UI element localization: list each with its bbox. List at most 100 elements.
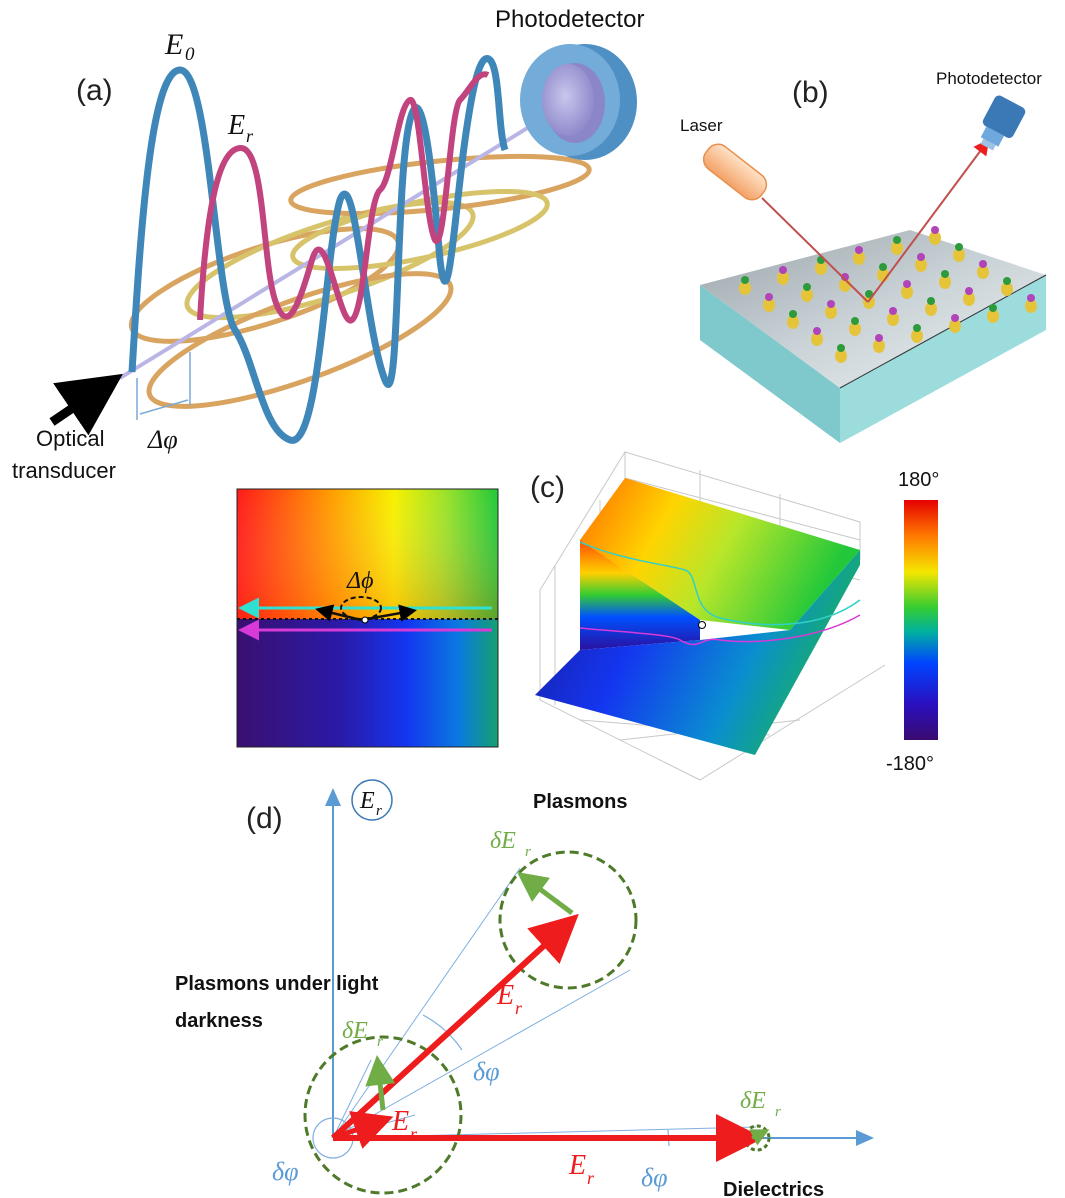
plasmons-label: Plasmons bbox=[533, 791, 627, 813]
delta-phi-label-plasmons: δφ bbox=[473, 1057, 499, 1086]
nanoparticle-cap bbox=[875, 334, 883, 342]
panel-d bbox=[303, 779, 874, 1195]
nanoparticle bbox=[963, 292, 975, 306]
nanoparticle-cap bbox=[803, 283, 811, 291]
er-label-dielectrics: E bbox=[568, 1150, 586, 1181]
delta-phi-c-label: Δϕ bbox=[346, 568, 374, 594]
nanoparticle bbox=[811, 332, 823, 346]
er-label-darkness: E bbox=[391, 1106, 409, 1137]
photodetector-b-icon bbox=[980, 95, 1026, 151]
nanoparticle-cap bbox=[979, 260, 987, 268]
photodetector-a-icon bbox=[520, 44, 637, 160]
nanoparticle-cap bbox=[865, 290, 873, 298]
panel-b bbox=[700, 95, 1047, 443]
transducer-label-line1: Optical bbox=[36, 426, 104, 451]
delta-phi-bracket bbox=[136, 352, 191, 420]
er-subscript-a: r bbox=[246, 126, 254, 146]
nanoparticle-cap bbox=[789, 310, 797, 318]
nanoparticle-cap bbox=[913, 324, 921, 332]
nanoparticle bbox=[815, 261, 827, 275]
delta-phi-label-origin: δφ bbox=[272, 1157, 298, 1186]
panel-b-tag: (b) bbox=[792, 76, 829, 109]
nanoparticle-array bbox=[739, 226, 1037, 363]
reflected-beam bbox=[867, 138, 990, 303]
er-label-a: E bbox=[227, 110, 245, 141]
delta-er-label-plasmons: δE bbox=[490, 828, 516, 854]
delta-er-sub-dielectrics: r bbox=[775, 1104, 781, 1120]
photodetector-b-label: Photodetector bbox=[936, 69, 1042, 88]
panel-a bbox=[49, 44, 637, 444]
e0-label: E bbox=[164, 28, 183, 61]
nanoparticle-cap bbox=[1003, 277, 1011, 285]
nanoparticle-cap bbox=[941, 270, 949, 278]
delta-phi-a-label: Δφ bbox=[147, 425, 178, 454]
nanoparticle-cap bbox=[931, 226, 939, 234]
nanoparticle-cap bbox=[827, 300, 835, 308]
horizontal-wave-rings bbox=[128, 153, 592, 409]
nanoparticle bbox=[739, 281, 751, 295]
darkness-label-line2: darkness bbox=[175, 1010, 263, 1032]
panel-a-tag: (a) bbox=[76, 74, 113, 107]
e0-subscript: 0 bbox=[185, 44, 195, 65]
nanoparticle bbox=[787, 315, 799, 329]
nanoparticle-cap bbox=[951, 314, 959, 322]
nanoparticle bbox=[929, 231, 941, 245]
nanoparticle bbox=[1025, 299, 1037, 313]
nanoparticle bbox=[939, 275, 951, 289]
cyan-surface-curve bbox=[579, 541, 861, 626]
delta-er-sub-darkness: r bbox=[377, 1034, 383, 1050]
nanoparticle-cap bbox=[903, 280, 911, 288]
phase-colorbar bbox=[904, 500, 938, 740]
nanoparticle-cap bbox=[779, 266, 787, 274]
nanoparticle bbox=[825, 305, 837, 319]
nanoparticle-cap bbox=[889, 307, 897, 315]
nanoparticle bbox=[925, 302, 937, 316]
panel-c-3d-surface bbox=[535, 451, 886, 781]
nanoparticle bbox=[891, 241, 903, 255]
nanoparticle bbox=[849, 322, 861, 336]
panel-c-2d-map bbox=[236, 488, 499, 748]
delta-phi-label-dielectrics: δφ bbox=[641, 1163, 667, 1192]
nanoparticle bbox=[777, 271, 789, 285]
er-label-plasmons: E bbox=[496, 980, 514, 1011]
nanoparticle bbox=[953, 248, 965, 262]
nanoparticle bbox=[763, 298, 775, 312]
magenta-surface-curve bbox=[579, 614, 861, 646]
e0-wave bbox=[128, 54, 509, 444]
panel-d-tag: (d) bbox=[246, 802, 283, 835]
nanoparticle bbox=[911, 329, 923, 343]
transducer-arrow bbox=[49, 373, 123, 436]
darkness-circle bbox=[303, 1035, 463, 1195]
nanoparticle-cap bbox=[813, 327, 821, 335]
er-arrow-plasmons bbox=[330, 913, 579, 1141]
delta-er-label-darkness: δE bbox=[342, 1018, 368, 1044]
nanoparticle-cap bbox=[955, 243, 963, 251]
transducer-label-line2: transducer bbox=[12, 458, 116, 483]
er-sub-dielectrics: r bbox=[587, 1168, 595, 1188]
nanoparticle-cap bbox=[841, 273, 849, 281]
nanoparticle-cap bbox=[893, 236, 901, 244]
delta-er-arrow-darkness bbox=[365, 1055, 396, 1111]
er-sub-plasmons: r bbox=[515, 998, 523, 1018]
panel-c-tag: (c) bbox=[530, 471, 565, 504]
nanoparticle bbox=[801, 288, 813, 302]
nanoparticle bbox=[887, 312, 899, 326]
colorbar-max-label: 180° bbox=[898, 469, 939, 491]
delta-er-sub-plasmons: r bbox=[525, 844, 531, 860]
colorbar-min-label: -180° bbox=[886, 753, 934, 775]
nanoparticle bbox=[835, 349, 847, 363]
nanoparticle-cap bbox=[851, 317, 859, 325]
nanoparticle bbox=[901, 285, 913, 299]
nanoparticle-cap bbox=[855, 246, 863, 254]
nanoparticle-cap bbox=[765, 293, 773, 301]
photodetector-a-label: Photodetector bbox=[495, 6, 644, 33]
laser-label: Laser bbox=[680, 116, 723, 135]
axis-label-circle bbox=[351, 779, 393, 821]
plasmons-circle bbox=[498, 850, 638, 990]
delta-er-arrow-dielectrics bbox=[749, 1129, 770, 1146]
nanoparticle-cap bbox=[1027, 294, 1035, 302]
er-wave bbox=[197, 71, 490, 324]
nanoparticle bbox=[977, 265, 989, 279]
nanoparticle bbox=[1001, 282, 1013, 296]
